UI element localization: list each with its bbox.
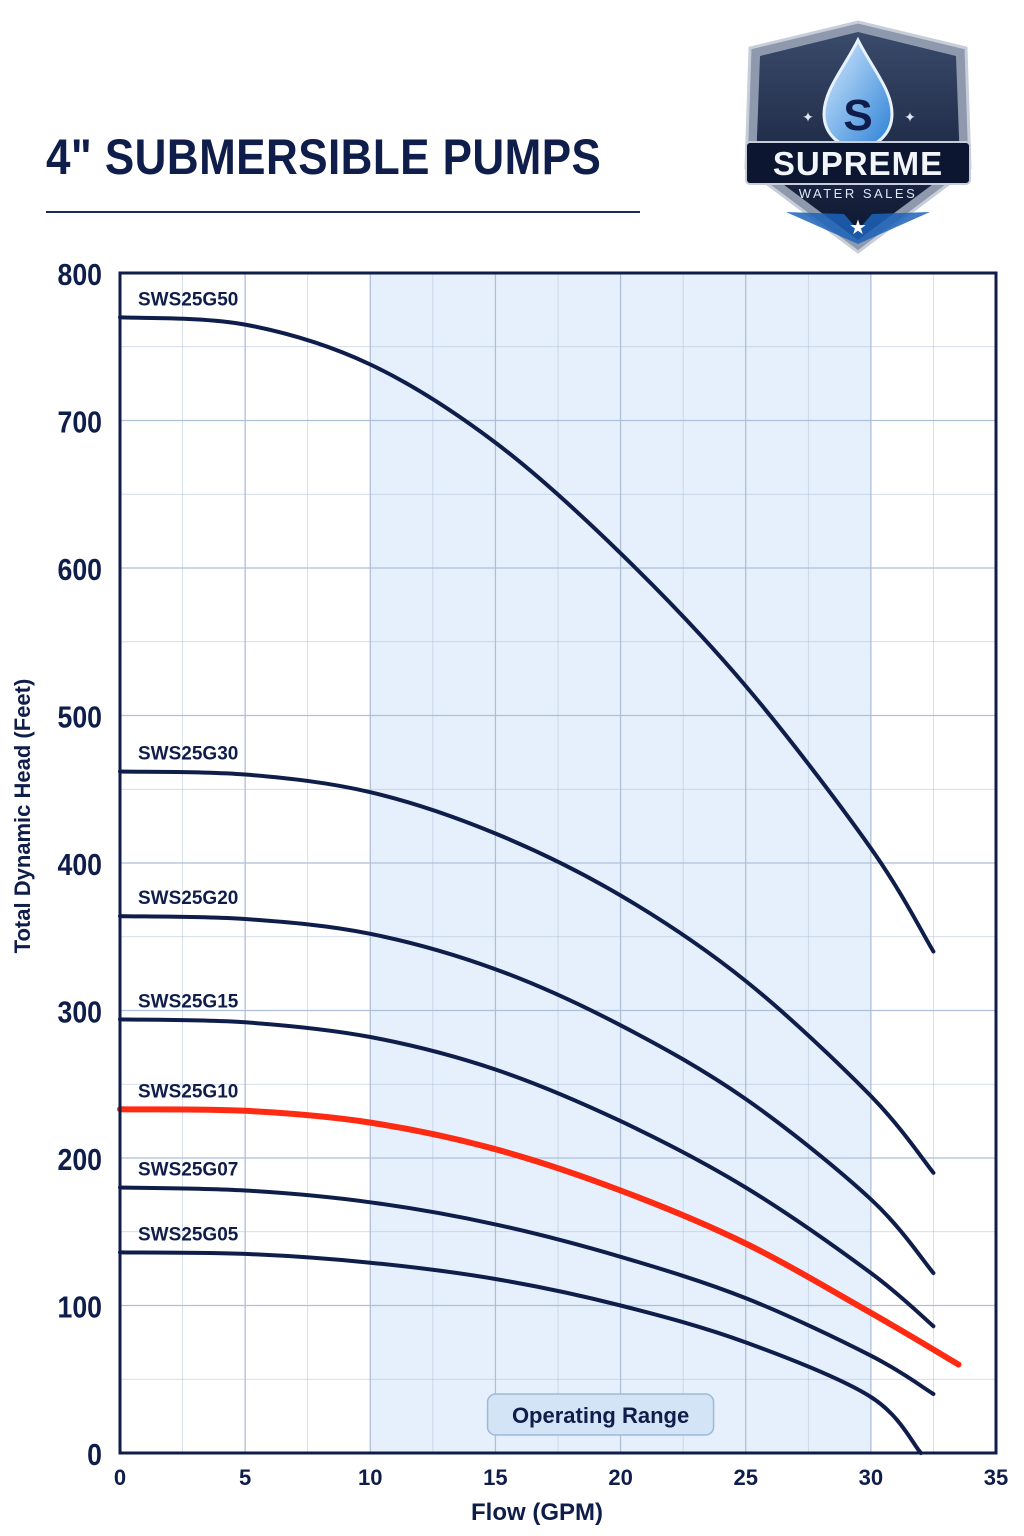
curve-sws25g20 (118, 914, 936, 1275)
logo-letter: S (843, 91, 872, 140)
x-tick-label: 25 (733, 1465, 757, 1490)
y-tick-label: 0 (87, 1438, 102, 1472)
curve-sws25g15 (118, 1017, 936, 1329)
series-label-sws25g20: SWS25G20 (138, 888, 238, 909)
x-tick-label: 0 (114, 1465, 126, 1490)
curve-sws25g30 (118, 769, 936, 1175)
x-tick-label: 30 (859, 1465, 883, 1490)
x-tick-label: 35 (984, 1465, 1008, 1490)
series-label-sws25g15: SWS25G15 (138, 991, 239, 1012)
curve-sws25g07 (118, 1185, 936, 1396)
y-tick-label: 200 (58, 1143, 102, 1177)
curve-sws25g50 (118, 315, 936, 954)
series-label-sws25g05: SWS25G05 (138, 1224, 239, 1245)
series-label-sws25g50: SWS25G50 (138, 289, 238, 310)
series-label-sws25g07: SWS25G07 (138, 1160, 238, 1181)
plot-frame (118, 271, 998, 1455)
y-tick-label: 400 (58, 848, 102, 882)
series-label-sws25g10: SWS25G10 (138, 1081, 238, 1102)
y-tick-label: 300 (58, 996, 102, 1030)
title-divider (46, 211, 640, 213)
operating-range-label-box (486, 1393, 715, 1436)
y-tick-label: 500 (58, 701, 102, 735)
y-tick-label: 700 (58, 406, 102, 440)
operating-range-label: Operating Range (512, 1403, 689, 1428)
y-tick-label: 800 (58, 258, 102, 292)
page-title: 4" SUBMERSIBLE PUMPS (46, 129, 602, 185)
curve-sws25g05 (118, 1250, 923, 1455)
brand-logo: S ✦ ✦ SUPREME WATER SALES ★ (744, 20, 972, 254)
x-axis-title: Flow (GPM) (471, 1499, 603, 1526)
series-label-sws25g30: SWS25G30 (138, 744, 238, 765)
logo-tagline-text: WATER SALES (799, 186, 918, 201)
x-tick-label: 15 (483, 1465, 507, 1490)
y-tick-label: 100 (58, 1291, 102, 1325)
x-tick-label: 10 (358, 1465, 382, 1490)
x-tick-label: 5 (239, 1465, 251, 1490)
y-tick-label: 600 (58, 553, 102, 587)
y-axis-title: Total Dynamic Head (Feet) (10, 679, 35, 954)
x-tick-label: 20 (608, 1465, 632, 1490)
star-icon: ★ (849, 217, 867, 239)
svg-text:✦: ✦ (904, 109, 916, 125)
curve-sws25g10 (117, 1106, 962, 1368)
logo-brand-text: SUPREME (773, 145, 943, 182)
svg-text:✦: ✦ (802, 109, 814, 125)
